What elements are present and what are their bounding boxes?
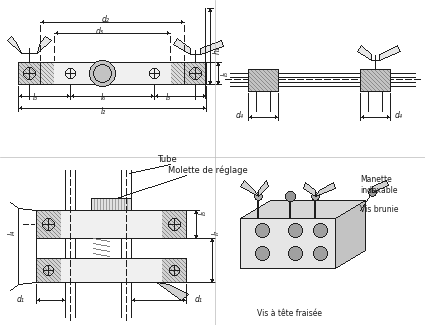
Text: d₃: d₃ [96, 27, 104, 35]
Text: Molette de réglage: Molette de réglage [168, 165, 248, 175]
Text: Vis à tête fraisée: Vis à tête fraisée [258, 309, 323, 318]
Text: l₂: l₂ [100, 108, 105, 116]
Text: d₂: d₂ [102, 16, 110, 24]
Text: l₃: l₃ [165, 94, 170, 102]
Text: Vis brunie: Vis brunie [360, 205, 399, 214]
Text: d₄: d₄ [395, 111, 403, 120]
Text: d₁: d₁ [17, 295, 25, 305]
Text: l₇: l₇ [212, 229, 221, 235]
Text: l₆: l₆ [100, 94, 105, 102]
Text: Manette
indexable: Manette indexable [360, 175, 397, 195]
Text: h₁: h₁ [213, 46, 222, 54]
Text: l₅: l₅ [199, 209, 208, 215]
Text: d₁: d₁ [195, 295, 203, 305]
Text: Tube: Tube [157, 155, 177, 164]
Text: l₄: l₄ [8, 229, 17, 235]
Text: l₅: l₅ [221, 71, 230, 76]
Text: d₄: d₄ [236, 111, 244, 120]
Text: l₃: l₃ [32, 94, 37, 102]
